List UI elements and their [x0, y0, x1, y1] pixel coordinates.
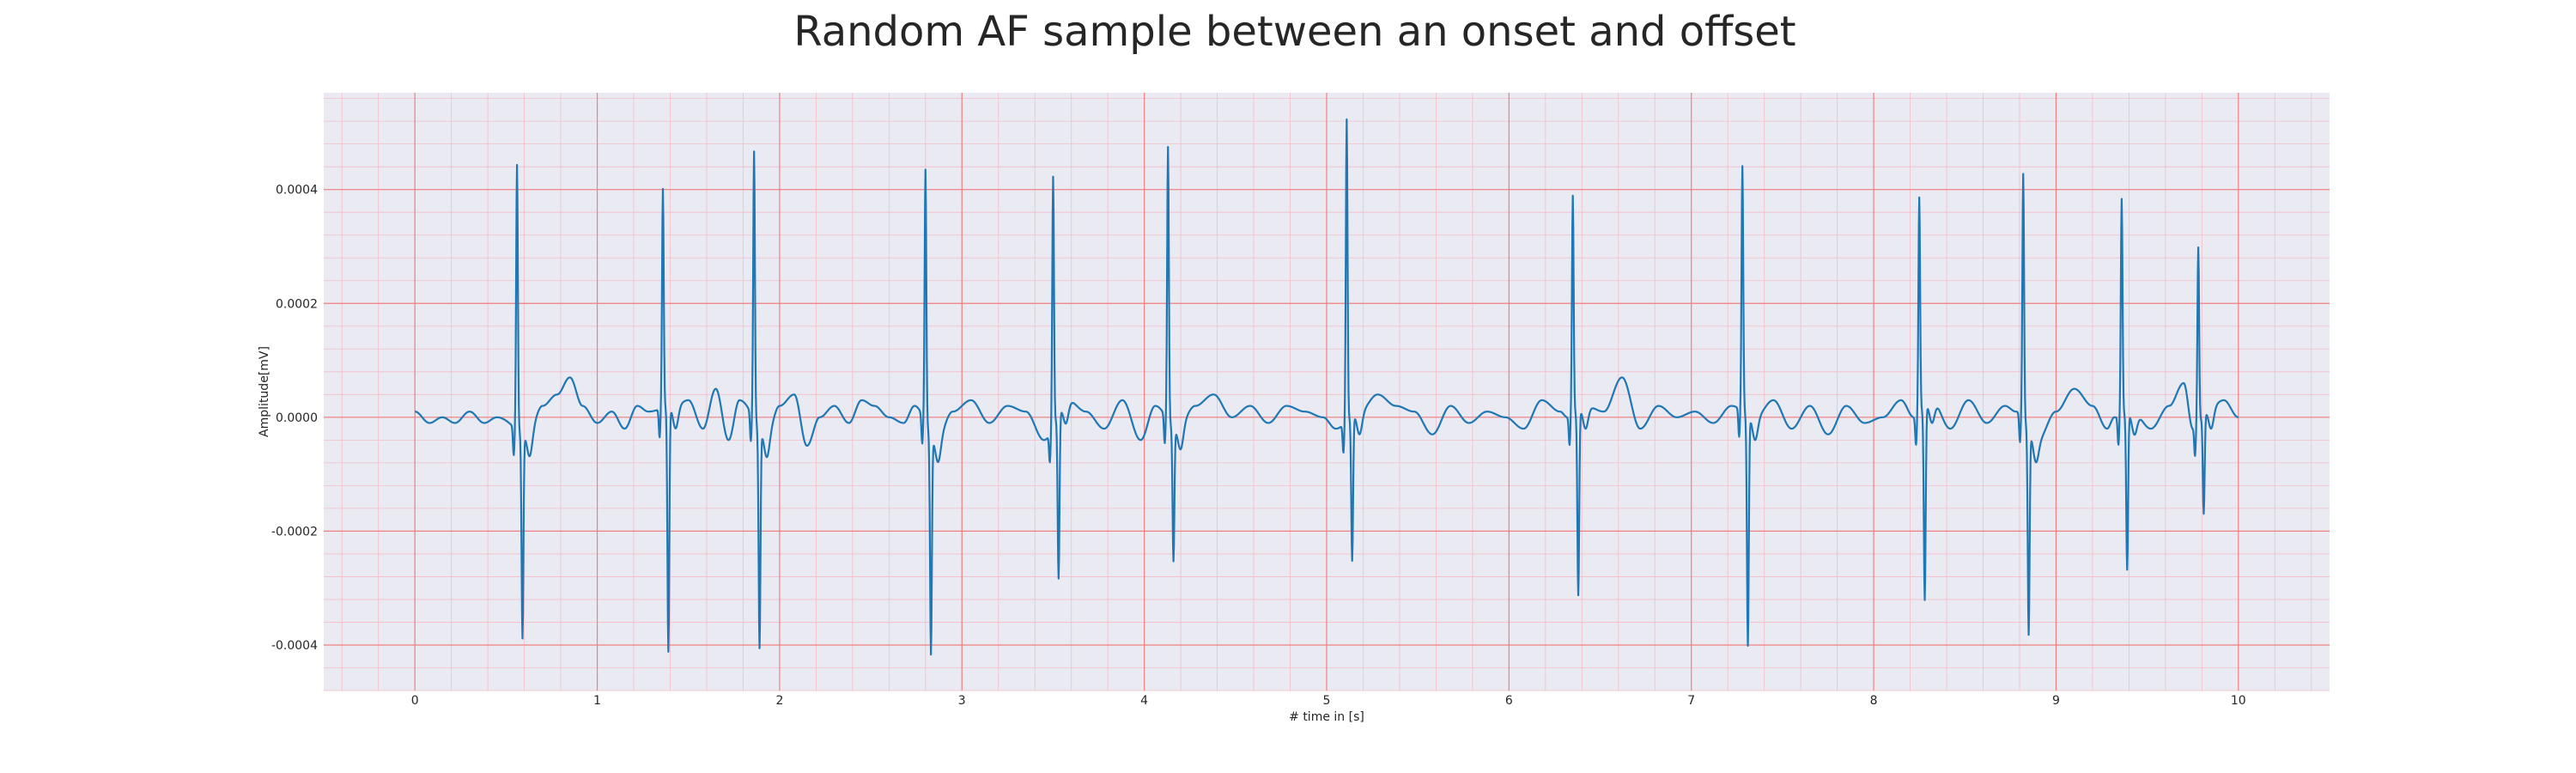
x-axis-label: # time in [s] — [1289, 710, 1364, 724]
x-tick-label: 2 — [775, 694, 783, 708]
chart-title: Random AF sample between an onset and of… — [793, 8, 1795, 56]
x-tick-label: 3 — [958, 694, 966, 708]
y-tick-label: -0.0004 — [271, 639, 318, 653]
x-tick-label: 0 — [411, 694, 419, 708]
x-axis-ticks: 0 1 2 3 4 5 6 7 8 9 10 — [411, 694, 2246, 708]
x-tick-label: 6 — [1505, 694, 1513, 708]
x-tick-label: 5 — [1323, 694, 1331, 708]
series-line-ecg — [414, 118, 2239, 656]
x-tick-label: 4 — [1140, 694, 1148, 708]
y-axis-ticks: -0.0004 -0.0002 0.0000 0.0002 0.0004 — [271, 184, 318, 653]
y-tick-label: -0.0002 — [271, 525, 318, 539]
y-tick-label: 0.0004 — [276, 184, 318, 198]
x-tick-label: 9 — [2052, 694, 2060, 708]
x-tick-label: 8 — [1870, 694, 1878, 708]
x-tick-label: 1 — [593, 694, 601, 708]
y-tick-label: 0.0002 — [276, 297, 318, 311]
y-tick-label: 0.0000 — [276, 411, 318, 425]
x-tick-label: 10 — [2231, 694, 2246, 708]
x-tick-label: 7 — [1687, 694, 1695, 708]
y-axis-label: Amplitude[mV] — [258, 346, 271, 437]
